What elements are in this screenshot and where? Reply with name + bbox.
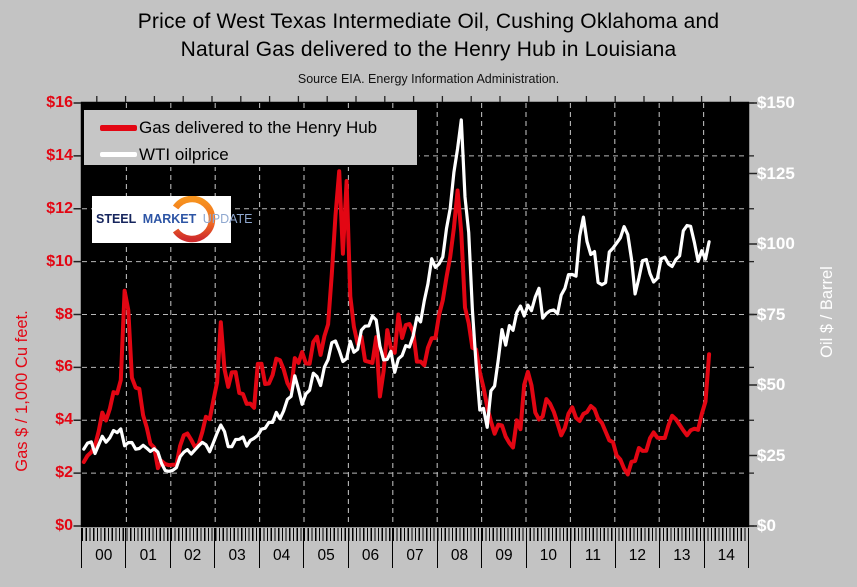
year-label: 14 [703, 528, 750, 568]
gas-tick-label: $16 [46, 94, 73, 111]
logo-word-update: UPDATE [202, 212, 253, 226]
chart-title-line1: Price of West Texas Intermediate Oil, Cu… [137, 10, 720, 33]
gas-axis-title: Gas $ / 1,000 Cu feet. [13, 310, 31, 472]
year-label: 06 [347, 528, 392, 568]
year-label: 05 [303, 528, 347, 568]
legend-item-oil: WTI oilprice [100, 141, 417, 168]
logo-word-market: MARKET [142, 212, 197, 226]
oil-axis-title: Oil $ / Barrel [818, 266, 836, 358]
logo-text: STEEL MARKET UPDATE [96, 212, 253, 226]
year-label: 09 [481, 528, 525, 568]
logo-word-steel: STEEL [96, 212, 137, 226]
year-label: 03 [214, 528, 258, 568]
year-label: 13 [659, 528, 703, 568]
gas-tick-label: $12 [46, 199, 73, 217]
year-label: 00 [81, 528, 125, 568]
legend: Gas delivered to the Henry Hub WTI oilpr… [82, 108, 419, 167]
wti-oil-price-line [82, 118, 711, 473]
oil-tick-label: $25 [757, 445, 786, 465]
chart-source: Source EIA. Energy Information Administr… [297, 72, 560, 86]
month-tick-strip [82, 528, 748, 541]
gas-tick-label: $8 [55, 305, 73, 323]
gas-tick-label: $4 [55, 411, 73, 429]
year-label: 12 [614, 528, 659, 568]
gas-tick-label: $14 [46, 146, 73, 164]
year-label: 07 [392, 528, 436, 568]
legend-label-oil: WTI oilprice [139, 144, 229, 164]
year-label: 01 [125, 528, 169, 568]
year-label: 11 [570, 528, 614, 568]
gas-tick-label: $6 [55, 358, 73, 376]
year-label: 08 [436, 528, 481, 568]
oil-tick-label: $150 [757, 93, 795, 112]
year-axis-labels: 00 01 02 03 04 05 06 07 08 09 10 11 12 13 14 [81, 528, 750, 568]
gas-tick-label: $10 [46, 252, 73, 270]
oil-tick-label: $50 [757, 375, 786, 394]
gas-line-sample [100, 124, 137, 131]
gas-tick-label: $0 [55, 517, 73, 534]
chart-title-line2: Natural Gas delivered to the Henry Hub i… [180, 38, 677, 61]
gas-price-line [81, 169, 712, 477]
gas-tick-label: $2 [55, 464, 73, 482]
steel-market-update-logo: STEEL MARKET UPDATE [92, 196, 253, 243]
legend-label-gas: Gas delivered to the Henry Hub [139, 117, 378, 137]
oil-tick-label: $0 [757, 516, 776, 535]
year-label: 02 [169, 528, 214, 568]
oil-tick-label: $100 [757, 234, 795, 253]
oil-tick-label: $75 [757, 304, 786, 324]
oil-tick-label: $125 [757, 163, 795, 183]
year-label: 04 [258, 528, 303, 568]
legend-item-gas: Gas delivered to the Henry Hub [100, 114, 417, 141]
oil-line-sample [100, 152, 137, 157]
logo-swoosh-icon [172, 196, 216, 243]
year-label: 10 [525, 528, 570, 568]
